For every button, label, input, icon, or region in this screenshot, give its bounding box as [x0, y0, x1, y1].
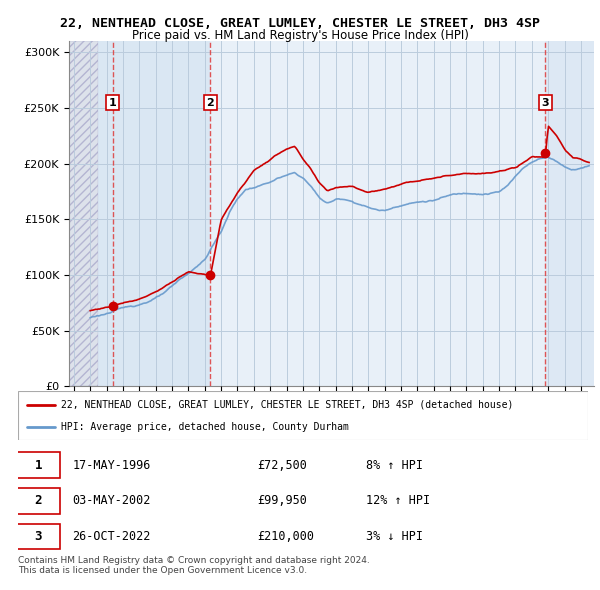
- Text: 1: 1: [34, 459, 42, 472]
- FancyBboxPatch shape: [17, 488, 59, 514]
- Text: 26-OCT-2022: 26-OCT-2022: [72, 530, 151, 543]
- Text: 03-MAY-2002: 03-MAY-2002: [72, 494, 151, 507]
- Text: 3: 3: [541, 97, 549, 107]
- Bar: [98, 41, 211, 386]
- Text: £210,000: £210,000: [257, 530, 314, 543]
- Text: £99,950: £99,950: [257, 494, 307, 507]
- Text: Price paid vs. HM Land Registry's House Price Index (HPI): Price paid vs. HM Land Registry's House …: [131, 29, 469, 42]
- Text: HPI: Average price, detached house, County Durham: HPI: Average price, detached house, Coun…: [61, 422, 349, 432]
- Text: 22, NENTHEAD CLOSE, GREAT LUMLEY, CHESTER LE STREET, DH3 4SP: 22, NENTHEAD CLOSE, GREAT LUMLEY, CHESTE…: [60, 17, 540, 30]
- Bar: [69, 41, 98, 386]
- FancyBboxPatch shape: [17, 523, 59, 549]
- Text: 12% ↑ HPI: 12% ↑ HPI: [366, 494, 430, 507]
- Text: 8% ↑ HPI: 8% ↑ HPI: [366, 459, 422, 472]
- FancyBboxPatch shape: [17, 453, 59, 478]
- Bar: [69, 41, 98, 386]
- Text: 22, NENTHEAD CLOSE, GREAT LUMLEY, CHESTER LE STREET, DH3 4SP (detached house): 22, NENTHEAD CLOSE, GREAT LUMLEY, CHESTE…: [61, 399, 513, 409]
- FancyBboxPatch shape: [18, 391, 588, 440]
- Text: Contains HM Land Registry data © Crown copyright and database right 2024.
This d: Contains HM Land Registry data © Crown c…: [18, 556, 370, 575]
- Text: 2: 2: [206, 97, 214, 107]
- Text: 2: 2: [34, 494, 42, 507]
- Text: 3: 3: [34, 530, 42, 543]
- Text: 1: 1: [109, 97, 117, 107]
- Bar: [545, 41, 594, 386]
- Text: 17-MAY-1996: 17-MAY-1996: [72, 459, 151, 472]
- Text: £72,500: £72,500: [257, 459, 307, 472]
- Text: 3% ↓ HPI: 3% ↓ HPI: [366, 530, 422, 543]
